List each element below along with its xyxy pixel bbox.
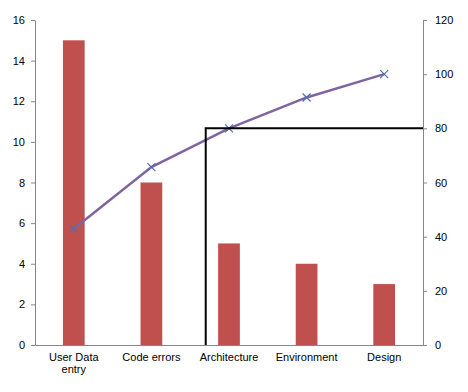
y2-tick-mark (423, 74, 427, 75)
bar (63, 40, 85, 345)
y2-tick: 120 (423, 14, 453, 26)
line (74, 74, 384, 229)
y2-tick-mark (423, 237, 427, 238)
y-tick-mark (31, 61, 35, 62)
y-tick-label: 4 (19, 258, 25, 270)
y-tick-mark (31, 223, 35, 224)
y2-tick-label: 40 (435, 231, 447, 243)
x-tick: Architecture (200, 345, 259, 363)
y2-tick-label: 20 (435, 285, 447, 297)
y-tick-mark (31, 304, 35, 305)
y-tick-label: 10 (13, 136, 25, 148)
y2-tick-label: 80 (435, 122, 447, 134)
x-axis: User Dataentry Code errors Architecture Env… (36, 345, 424, 375)
y-tick-label: 6 (19, 217, 25, 229)
y2-tick-mark (423, 345, 427, 346)
y2-tick-mark (423, 291, 427, 292)
marker (303, 93, 311, 101)
x-tick: Environment (276, 345, 338, 363)
y2-tick: 20 (423, 285, 447, 297)
y-axis: 0 2 4 6 8 10 12 14 16 (13, 14, 36, 351)
x-axis-line (36, 345, 424, 346)
x-tick-label: Architecture (200, 351, 259, 363)
y-tick: 2 (19, 298, 35, 310)
y2-tick-mark (423, 20, 427, 21)
cutoff-line (206, 128, 423, 345)
y2-axis: 0 20 40 60 80 100 120 (423, 14, 453, 351)
y-tick-label: 2 (19, 298, 25, 310)
y2-tick: 40 (423, 231, 447, 243)
y-tick-label: 0 (19, 339, 25, 351)
y-axis-line (35, 21, 36, 346)
background (0, 0, 468, 392)
bar (296, 264, 318, 345)
marker (380, 70, 388, 78)
y-tick-mark (31, 264, 35, 265)
y-tick-mark (31, 20, 35, 21)
y2-tick-label: 100 (435, 68, 453, 80)
y2-tick: 100 (423, 68, 453, 80)
y2-tick: 60 (423, 177, 447, 189)
y-tick-label: 14 (13, 55, 25, 67)
y2-tick-mark (423, 128, 427, 129)
x-tick: Design (367, 345, 401, 363)
y2-tick: 0 (423, 339, 441, 351)
x-tick-label: Environment (276, 351, 338, 363)
marker (147, 163, 155, 171)
x-tick: Code errors (122, 345, 181, 363)
y2-tick-label: 60 (435, 177, 447, 189)
y-tick: 16 (13, 14, 35, 26)
y-tick: 14 (13, 55, 35, 67)
bar (373, 284, 395, 345)
chart-svg: 0 2 4 6 8 10 12 14 16 0 20 40 60 80 100 120 User Dataent… (0, 0, 468, 392)
y2-tick-label: 0 (435, 339, 441, 351)
y-tick: 0 (19, 339, 35, 351)
y-tick: 4 (19, 258, 35, 270)
y-tick: 8 (19, 177, 35, 189)
y-tick-label: 8 (19, 177, 25, 189)
plot-area (63, 40, 423, 345)
x-tick-label: Design (367, 351, 401, 363)
x-tick: User Dataentry (49, 345, 99, 375)
y-tick: 10 (13, 136, 35, 148)
x-tick-label: Code errors (122, 351, 181, 363)
chart-container: 0 2 4 6 8 10 12 14 16 0 20 40 60 80 100 120 User Dataent… (0, 0, 468, 392)
bar (218, 243, 240, 345)
y-tick-label: 12 (13, 95, 25, 107)
y-tick-label: 16 (13, 14, 25, 26)
y-tick-mark (31, 142, 35, 143)
y-tick: 6 (19, 217, 35, 229)
marker (70, 225, 78, 233)
y2-tick: 80 (423, 122, 447, 134)
marker-series (70, 70, 388, 233)
y-tick-mark (31, 101, 35, 102)
bar-series (63, 40, 395, 345)
y2-tick-mark (423, 183, 427, 184)
y-tick-mark (31, 183, 35, 184)
bar (141, 183, 163, 346)
x-tick-label: User Dataentry (49, 351, 99, 376)
y-tick: 12 (13, 95, 35, 107)
y2-tick-label: 120 (435, 14, 453, 26)
y-tick-mark (31, 345, 35, 346)
